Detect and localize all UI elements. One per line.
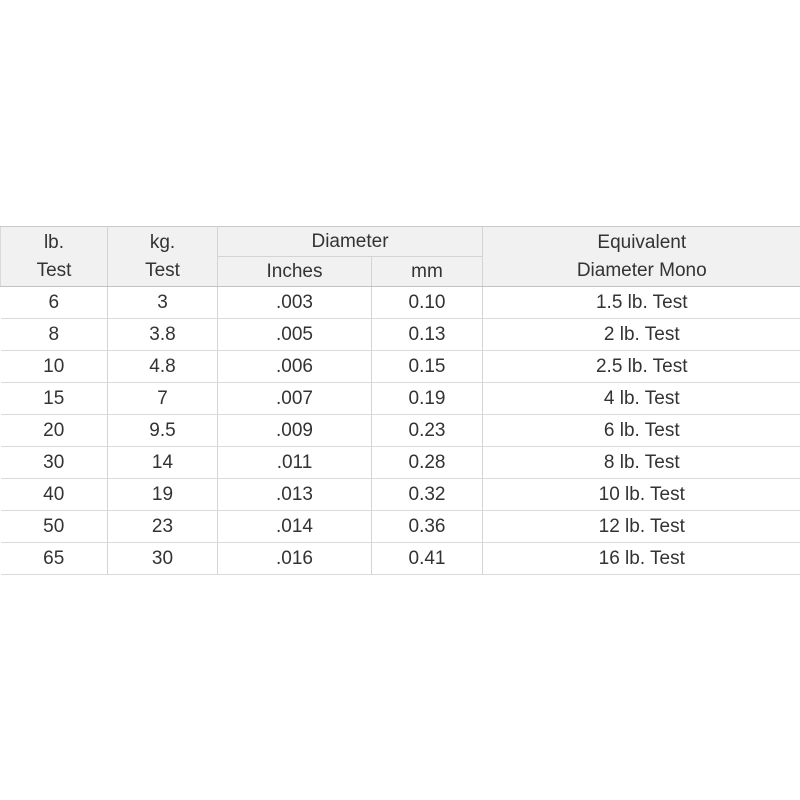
col-header-lb-test: lb. Test [0, 226, 108, 287]
col-header-lb-line1: lb. [43, 231, 65, 253]
header-row-top: lb. Test kg. Test Diameter Equivalent Di… [0, 226, 800, 287]
line-spec-table: lb. Test kg. Test Diameter Equivalent Di… [0, 226, 800, 575]
table-cell: .009 [217, 414, 372, 447]
table-cell: 8 [0, 318, 108, 351]
table-cell: 6 [0, 286, 108, 319]
table-row: 50 23.014 0.36 12 lb. Test [0, 510, 800, 543]
table-cell: 0.41 [371, 542, 484, 575]
table-cell: .013 [217, 478, 372, 511]
table-cell: .011 [217, 446, 372, 479]
table-cell: 30 [107, 542, 218, 575]
table-row: 65 30.016 0.41 16 lb. Test [0, 542, 800, 575]
table-cell: .005 [217, 318, 372, 351]
table-cell: 12 lb. Test [482, 510, 800, 543]
col-header-mm: mm [371, 256, 484, 287]
table-cell: .006 [217, 350, 372, 383]
table-cell: 0.13 [371, 318, 484, 351]
table-cell: 3.8 [107, 318, 218, 351]
col-header-kg-test: kg. Test [107, 226, 218, 287]
table-cell: 15 [0, 382, 108, 415]
table-cell: 10 [0, 350, 108, 383]
table-cell: 0.23 [371, 414, 484, 447]
table-row: 40 19.013 0.32 10 lb. Test [0, 478, 800, 511]
col-header-kg-line2: Test [145, 259, 180, 281]
table-cell: .007 [217, 382, 372, 415]
table-header: lb. Test kg. Test Diameter Equivalent Di… [0, 226, 800, 287]
table-body: 6 3.003 0.10 1.5 lb. Test 8 3.8.005 0.13 2 lb. … [0, 286, 800, 575]
table-cell: 65 [0, 542, 108, 575]
table-cell: .003 [217, 286, 372, 319]
table-row: 8 3.8.005 0.13 2 lb. Test [0, 318, 800, 351]
table-cell: 3 [107, 286, 218, 319]
col-header-equivalent-line1: Equivalent [597, 231, 687, 253]
table-cell: 0.36 [371, 510, 484, 543]
col-header-lb-line2: Test [36, 259, 72, 281]
table-row: 15 7.007 0.19 4 lb. Test [0, 382, 800, 415]
table-cell: 16 lb. Test [482, 542, 800, 575]
table-cell: 0.15 [371, 350, 484, 383]
col-header-kg-line1: kg. [149, 231, 176, 253]
table-cell: 4 lb. Test [482, 382, 800, 415]
table-row: 30 14.011 0.28 8 lb. Test [0, 446, 800, 479]
table-cell: 19 [107, 478, 218, 511]
table-cell: 0.19 [371, 382, 484, 415]
table-cell: 23 [107, 510, 218, 543]
table-cell: 7 [107, 382, 218, 415]
col-header-equivalent-line2: Diameter Mono [576, 259, 707, 281]
table-cell: 0.10 [371, 286, 484, 319]
table-row: 6 3.003 0.10 1.5 lb. Test [0, 286, 800, 319]
table-cell: 8 lb. Test [482, 446, 800, 479]
header-row-sub: Inches mm [1, 256, 800, 287]
table-cell: .014 [217, 510, 372, 543]
table-cell: 2.5 lb. Test [482, 350, 800, 383]
table-cell: .016 [217, 542, 372, 575]
table-cell: 1.5 lb. Test [482, 286, 800, 319]
col-header-diameter: Diameter [217, 226, 484, 257]
table-cell: 30 [0, 446, 108, 479]
table-cell: 0.28 [371, 446, 484, 479]
table-cell: 2 lb. Test [482, 318, 800, 351]
col-header-equivalent: Equivalent Diameter Mono [482, 226, 800, 287]
table-cell: 40 [0, 478, 108, 511]
table-row: 20 9.5.009 0.23 6 lb. Test [0, 414, 800, 447]
table-cell: 0.32 [371, 478, 484, 511]
table-cell: 10 lb. Test [482, 478, 800, 511]
table-cell: 50 [0, 510, 108, 543]
table-cell: 6 lb. Test [482, 414, 800, 447]
table-row: 10 4.8.006 0.15 2.5 lb. Test [0, 350, 800, 383]
table-cell: 9.5 [107, 414, 218, 447]
col-header-inches: Inches [217, 256, 372, 287]
table-cell: 14 [107, 446, 218, 479]
table-cell: 20 [0, 414, 108, 447]
table-cell: 4.8 [107, 350, 218, 383]
